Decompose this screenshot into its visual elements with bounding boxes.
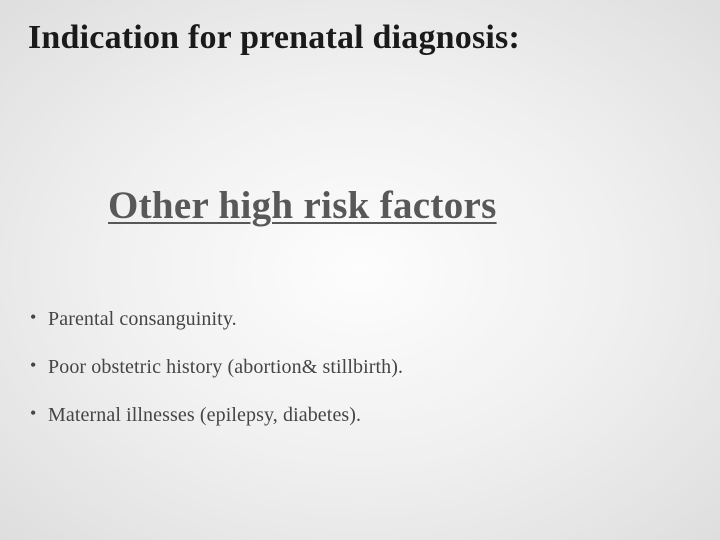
list-item: Parental consanguinity. (30, 306, 692, 332)
slide-subtitle: Other high risk factors (108, 183, 692, 228)
slide-container: Indication for prenatal diagnosis: Other… (0, 0, 720, 540)
slide-title: Indication for prenatal diagnosis: (28, 18, 692, 57)
list-item: Maternal illnesses (epilepsy, diabetes). (30, 402, 692, 428)
list-item: Poor obstetric history (abortion& stillb… (30, 354, 692, 380)
bullet-list: Parental consanguinity. Poor obstetric h… (30, 306, 692, 428)
